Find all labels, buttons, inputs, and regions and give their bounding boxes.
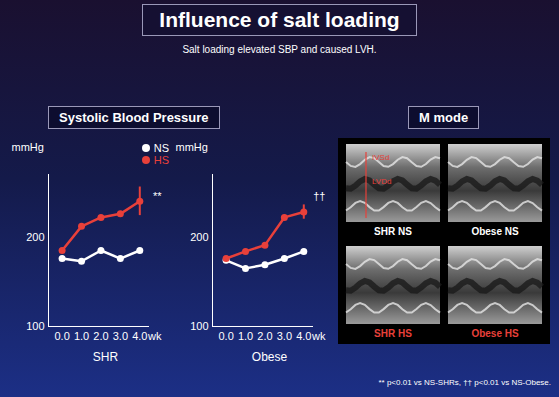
svg-text:3.0: 3.0 (113, 330, 128, 342)
svg-text:4.0: 4.0 (296, 330, 311, 342)
svg-text:1.0: 1.0 (238, 330, 253, 342)
svg-text:**: ** (153, 190, 162, 202)
html-text:HS: HS (153, 154, 169, 166)
svg-text:100: 100 (26, 320, 44, 332)
svg-text:200: 200 (190, 231, 208, 243)
html-text:Influence of salt loading: Influence of salt loading (159, 8, 400, 31)
svg-text:2.0: 2.0 (93, 330, 108, 342)
svg-text:200: 200 (26, 231, 44, 243)
svg-text:3.0: 3.0 (277, 330, 292, 342)
html-text:NS: NS (153, 142, 169, 154)
svg-text:SHR HS: SHR HS (374, 328, 412, 339)
svg-text:wk: wk (311, 330, 326, 342)
svg-text:2.0: 2.0 (257, 330, 272, 342)
svg-text:SHR NS: SHR NS (374, 226, 412, 237)
html-text:M mode: M mode (419, 110, 469, 125)
html-text:Salt loading elevated SBP and: Salt loading elevated SBP and caused LVH… (182, 44, 377, 55)
svg-text:0.0: 0.0 (54, 330, 69, 342)
svg-text:††: †† (313, 190, 325, 202)
svg-text:4.0: 4.0 (132, 330, 147, 342)
svg-text:Obese NS: Obese NS (471, 226, 519, 237)
html-text:Obese: Obese (251, 350, 288, 364)
svg-text:mmHg: mmHg (176, 141, 208, 153)
html-text:** p<0.01 vs NS-SHRs, †† p<0.0: ** p<0.01 vs NS-SHRs, †† p<0.01 vs NS-Ob… (378, 378, 551, 387)
html-text:SHR: SHR (92, 350, 119, 364)
svg-text:IVSd: IVSd (372, 153, 389, 162)
svg-text:Obese HS: Obese HS (471, 328, 519, 339)
html-text:Systolic Blood Pressure: Systolic Blood Pressure (59, 110, 209, 125)
svg-text:wk: wk (147, 330, 162, 342)
svg-text:LVDd: LVDd (372, 177, 391, 186)
svg-text:1.0: 1.0 (74, 330, 89, 342)
svg-text:0.0: 0.0 (218, 330, 233, 342)
svg-text:100: 100 (190, 320, 208, 332)
svg-text:mmHg: mmHg (12, 141, 44, 153)
